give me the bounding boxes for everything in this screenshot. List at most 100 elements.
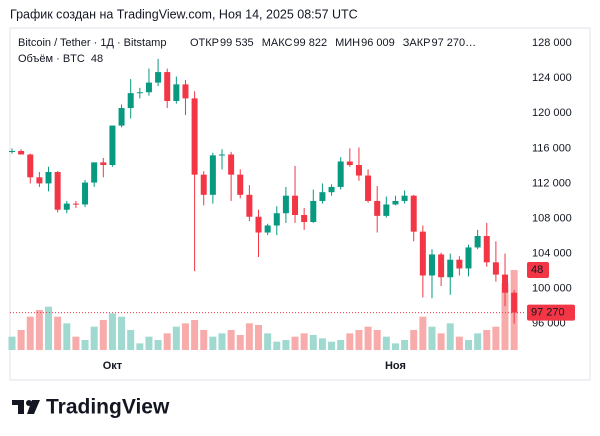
candle-body xyxy=(100,162,107,166)
candle-body xyxy=(228,154,235,175)
volume-bar xyxy=(17,330,25,350)
volume-bar xyxy=(391,343,399,350)
volume-bar xyxy=(446,323,454,350)
candle-body xyxy=(282,195,289,214)
candle-body xyxy=(447,259,454,278)
candle-body xyxy=(410,195,417,232)
volume-bar xyxy=(300,333,308,350)
legend-value: 99 822 xyxy=(293,37,327,49)
volume-bar xyxy=(81,340,89,350)
volume-bar xyxy=(273,341,281,350)
candle-body xyxy=(200,174,207,195)
candle-body xyxy=(319,192,326,201)
volume-bar xyxy=(483,330,491,350)
volume-bar xyxy=(282,340,290,350)
y-tick-label: 128 000 xyxy=(532,37,572,49)
candle-body xyxy=(355,165,362,176)
chart-frame xyxy=(9,27,591,381)
volume-bar xyxy=(90,326,98,350)
candle-body xyxy=(127,93,134,109)
volume-bar xyxy=(501,283,509,350)
volume-bar xyxy=(328,341,336,350)
volume-bar xyxy=(108,313,116,350)
candle-body xyxy=(182,84,189,99)
candle-body xyxy=(246,194,253,217)
candle-body xyxy=(63,203,70,210)
candle-body xyxy=(255,216,262,233)
candle-body xyxy=(474,236,481,248)
candle-body xyxy=(337,161,344,187)
volume-bar xyxy=(35,310,43,350)
candle-body xyxy=(365,175,372,201)
volume-bar xyxy=(236,335,244,350)
volume-bar xyxy=(465,340,472,350)
candle-body xyxy=(301,214,308,222)
legend-label: ЗАКР xyxy=(403,37,431,49)
volume-bar xyxy=(437,333,445,350)
candle-body xyxy=(273,213,280,226)
candle-body xyxy=(328,186,335,193)
legend-label: МИН xyxy=(335,37,360,49)
volume-bar xyxy=(346,333,354,350)
volume-bar xyxy=(45,306,53,350)
volume-bar xyxy=(291,336,299,350)
volume-bar xyxy=(455,336,463,350)
legend-value: 96 009 xyxy=(361,37,395,49)
volume-bar xyxy=(255,325,263,350)
volume-bar xyxy=(419,316,427,350)
candle-body xyxy=(492,262,499,275)
volume-bar xyxy=(200,330,208,350)
y-tick-label: 100 000 xyxy=(532,283,572,295)
x-tick-label: Ноя xyxy=(385,360,406,372)
volume-bar xyxy=(172,326,180,350)
volume-bar xyxy=(492,326,500,350)
x-tick-label: Окт xyxy=(103,360,123,372)
candle-body xyxy=(91,162,98,183)
candle-body xyxy=(36,177,43,184)
volume-bar xyxy=(118,316,126,350)
legend-value: 97 270… xyxy=(431,37,476,49)
candle-body xyxy=(9,150,15,152)
logo-icon xyxy=(12,400,40,414)
y-tick-label: 104 000 xyxy=(532,247,572,259)
candle-body xyxy=(374,200,381,216)
last-price-label: 97 270 xyxy=(531,306,565,318)
volume-bar xyxy=(245,323,253,350)
candle-body xyxy=(136,92,143,94)
candle-body xyxy=(209,155,216,195)
candle-body xyxy=(145,82,152,93)
candle-body xyxy=(218,154,225,156)
volume-bar xyxy=(410,330,418,350)
candle-body xyxy=(264,225,271,233)
candle-body xyxy=(173,84,180,102)
candle-body xyxy=(109,125,116,166)
candle-body xyxy=(428,254,435,276)
candle-body xyxy=(392,200,399,205)
volume-bar xyxy=(373,330,381,350)
candle-body xyxy=(54,172,61,210)
candle-body xyxy=(465,247,472,269)
candle-body xyxy=(401,195,408,201)
volume-bar xyxy=(218,333,226,350)
y-tick-label: 116 000 xyxy=(532,142,571,154)
volume-bar xyxy=(8,336,16,350)
candle-body xyxy=(18,150,25,155)
volume-value: 48 xyxy=(91,53,103,65)
volume-bar xyxy=(264,333,272,350)
candle-body xyxy=(511,292,518,313)
volume-bar xyxy=(145,336,153,350)
caption: График создан на TradingView.com, Ноя 14… xyxy=(10,7,358,21)
brand: TradingView xyxy=(46,396,170,419)
volume-bar xyxy=(63,323,71,350)
candle-body xyxy=(82,182,89,205)
volume-bar xyxy=(181,323,189,350)
volume-bar xyxy=(355,330,363,350)
legend-value: 99 535 xyxy=(220,37,254,49)
candle-body xyxy=(346,161,353,166)
volume-bar xyxy=(136,343,144,350)
candle-body xyxy=(292,195,299,215)
candle-body xyxy=(164,72,171,102)
volume-bar xyxy=(401,340,409,350)
volume-bar xyxy=(154,340,162,350)
candle-body xyxy=(310,200,317,222)
